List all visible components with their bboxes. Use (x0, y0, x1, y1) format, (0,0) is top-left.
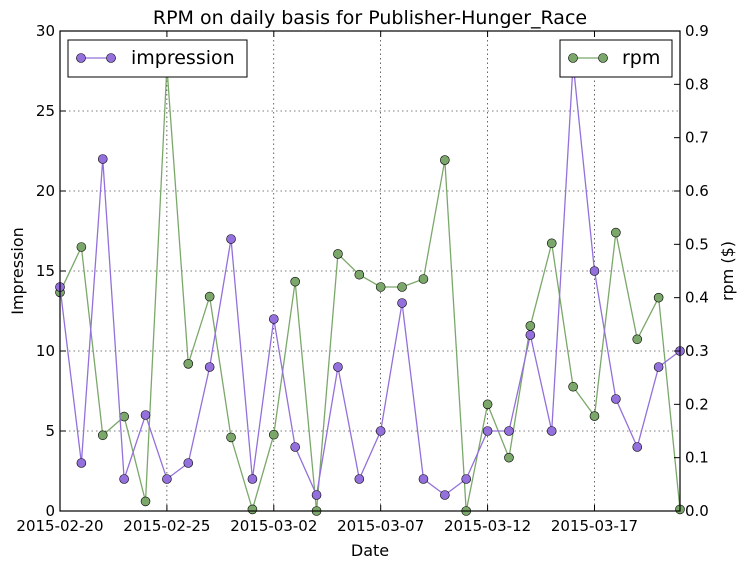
y-left-tick-label: 0 (45, 502, 55, 520)
series-line-impression (59, 62, 681, 498)
y-right-tick-label: 0.4 (685, 289, 709, 307)
data-point-rpm (268, 429, 279, 440)
y-left-tick-label: 20 (36, 182, 55, 200)
y-right-tick-label: 0.7 (685, 129, 709, 147)
x-tick-label: 2015-03-12 (444, 517, 531, 535)
legend-impression-marker (106, 53, 116, 63)
legend-impression-label: impression (131, 47, 235, 69)
data-point-impression (375, 426, 386, 436)
data-point-rpm (546, 238, 557, 249)
y-right-tick-label: 0.9 (685, 22, 709, 40)
data-point-rpm (290, 276, 300, 287)
y-axis-left-label: Impression (8, 227, 27, 315)
data-point-rpm (418, 274, 429, 284)
y-left-tick-label: 10 (36, 342, 55, 360)
data-point-impression (589, 266, 600, 276)
y-right-tick-label: 0.8 (685, 75, 709, 93)
data-point-rpm (333, 249, 343, 259)
legend-rpm-label: rpm (622, 47, 660, 69)
legend-rpm-marker (598, 53, 608, 63)
data-point-impression (97, 154, 108, 164)
data-point-rpm (76, 242, 87, 252)
data-point-impression (546, 426, 557, 436)
data-point-impression (461, 474, 472, 484)
data-point-impression (140, 410, 151, 420)
legend-rpm: rpm (559, 39, 673, 78)
data-point-rpm (440, 155, 450, 165)
data-point-impression (632, 442, 643, 452)
data-point-rpm (525, 321, 536, 331)
data-point-impression (611, 394, 621, 404)
data-point-rpm (653, 292, 664, 303)
data-point-impression (183, 458, 194, 468)
x-tick-label: 2015-03-17 (551, 517, 638, 535)
x-axis-label: Date (351, 541, 389, 560)
data-point-rpm (504, 452, 514, 463)
data-point-impression (418, 474, 429, 484)
y-left-tick-label: 25 (36, 102, 55, 120)
data-point-rpm (247, 504, 258, 515)
data-point-impression (653, 362, 664, 372)
x-tick-label: 2015-02-20 (16, 517, 103, 535)
x-tick-label: 2015-02-25 (123, 517, 210, 535)
data-point-impression (268, 314, 279, 324)
data-point-impression (397, 298, 407, 308)
legend-impression-marker (76, 53, 86, 63)
data-point-impression (525, 330, 536, 340)
data-point-rpm (140, 496, 151, 507)
data-point-rpm (119, 411, 129, 422)
data-point-impression (290, 442, 300, 452)
data-point-rpm (397, 282, 407, 292)
x-tick-label: 2015-03-07 (337, 517, 424, 535)
data-point-impression (204, 362, 215, 372)
y-right-tick-label: 0.3 (685, 342, 709, 360)
data-point-rpm (183, 358, 194, 369)
y-right-tick-label: 0.6 (685, 182, 709, 200)
axis-ticks: 2015-02-20 2015-02-25 2015-03-02 2015-03-07… (16, 22, 708, 535)
x-tick-label: 2015-03-02 (230, 517, 317, 535)
legend-rpm-marker (568, 53, 578, 63)
data-point-impression (247, 474, 258, 484)
data-point-impression (162, 474, 172, 484)
data-point-impression (311, 490, 322, 500)
data-point-rpm (97, 430, 108, 441)
data-point-impression (504, 426, 514, 436)
legend-impression: impression (67, 39, 248, 78)
chart-title: RPM on daily basis for Publisher-Hunger_… (153, 7, 587, 29)
data-point-rpm (375, 282, 386, 292)
data-point-rpm (226, 432, 236, 443)
data-point-rpm (611, 227, 621, 238)
data-point-rpm (589, 411, 600, 421)
y-right-tick-label: 0.0 (685, 502, 709, 520)
data-point-impression (119, 474, 129, 484)
data-point-rpm (482, 399, 493, 410)
y-right-tick-label: 0.2 (685, 395, 709, 413)
data-point-impression (226, 234, 236, 244)
data-point-impression (440, 490, 450, 500)
y-right-tick-label: 0.1 (685, 449, 709, 467)
series-line-rpm (59, 66, 681, 512)
data-point-rpm (568, 381, 578, 392)
data-point-rpm (354, 269, 365, 280)
y-axis-right-label: rpm ($) (718, 241, 737, 301)
data-point-impression (354, 474, 365, 484)
y-right-tick-label: 0.5 (685, 235, 709, 253)
data-point-rpm (204, 291, 215, 302)
data-point-impression (333, 362, 343, 372)
y-left-tick-label: 5 (45, 422, 55, 440)
data-point-impression (76, 458, 87, 468)
y-left-tick-label: 30 (36, 22, 55, 40)
data-point-rpm (632, 334, 643, 345)
series-layer (55, 58, 685, 516)
y-left-tick-label: 15 (36, 262, 55, 280)
data-point-impression (482, 426, 493, 436)
